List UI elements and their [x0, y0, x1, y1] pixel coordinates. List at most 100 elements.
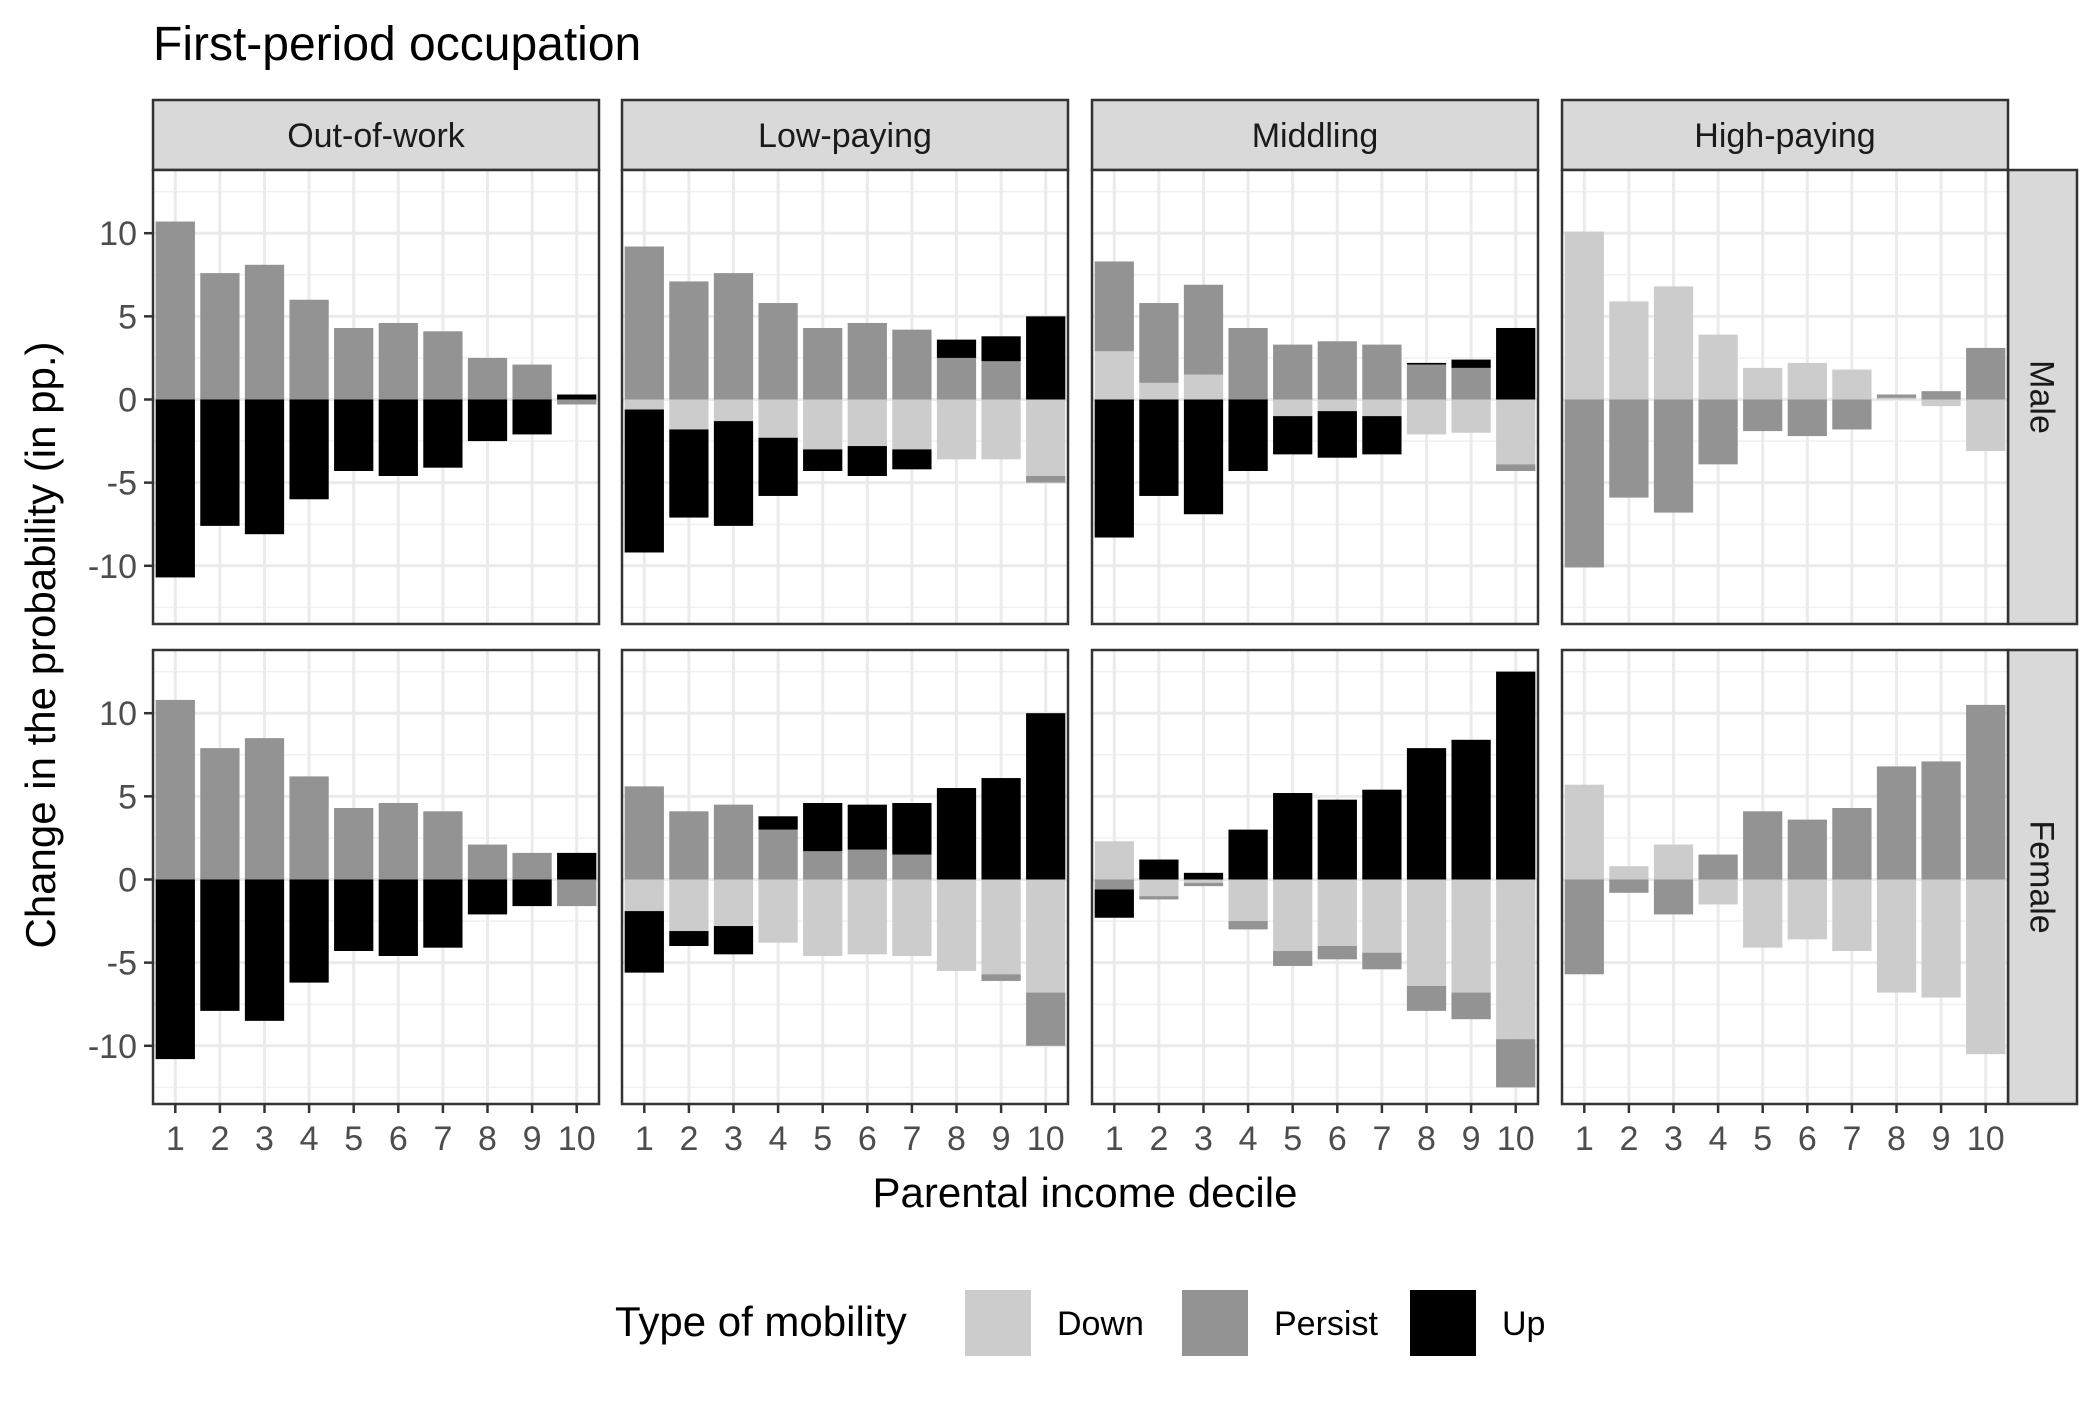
y-tick-label: 0	[118, 381, 137, 419]
y-tick-label: 10	[99, 695, 137, 733]
bar-down-decile-5	[1273, 879, 1313, 952]
bar-down-decile-7	[1832, 879, 1872, 952]
bar-down-decile-2	[669, 399, 709, 430]
facet-strip-bg	[620, 98, 1070, 172]
bar-persist-decile-3	[1653, 399, 1694, 513]
x-tick-label: 10	[1027, 1120, 1065, 1158]
bar-up-decile-9	[1451, 739, 1491, 880]
bar-persist-decile-8	[1406, 364, 1447, 400]
bar-down-decile-1	[1564, 784, 1604, 880]
bar-persist-decile-8	[1876, 766, 1917, 880]
bar-persist-decile-6	[378, 802, 418, 880]
bar-persist-decile-2	[669, 811, 709, 880]
bar-down-decile-10	[1496, 399, 1536, 465]
bar-up-decile-10	[1026, 316, 1066, 400]
bar-up-decile-7	[423, 879, 463, 948]
bar-persist-decile-8	[467, 844, 508, 880]
bar-persist-decile-9	[512, 364, 552, 400]
bar-up-decile-6	[378, 879, 418, 956]
bar-down-decile-1	[1094, 351, 1134, 400]
bar-persist-decile-10	[1966, 347, 2006, 400]
bar-persist-decile-10	[557, 399, 597, 405]
bar-up-decile-6	[847, 446, 887, 476]
x-tick-label: 3	[255, 1120, 274, 1158]
bar-up-decile-3	[713, 926, 754, 955]
bar-persist-decile-9	[1921, 391, 1961, 400]
bar-down-decile-7	[1362, 399, 1402, 417]
panel-border	[1560, 648, 2010, 1106]
bar-persist-decile-5	[334, 807, 374, 880]
facet-strip-label: High-paying	[1694, 117, 1875, 155]
bar-up-decile-10	[1496, 671, 1536, 880]
bar-down-decile-5	[803, 879, 843, 956]
bar-down-decile-10	[1966, 879, 2006, 1055]
bar-persist-decile-1	[1564, 399, 1604, 568]
bar-down-decile-4	[1228, 879, 1268, 922]
bar-up-decile-5	[1273, 793, 1313, 880]
x-tick-label: 4	[1239, 1120, 1258, 1158]
x-tick-label: 5	[1283, 1120, 1302, 1158]
bar-down-decile-5	[1743, 879, 1783, 948]
bars	[1094, 261, 1536, 538]
bar-down-decile-8	[1876, 397, 1917, 400]
bar-persist-decile-2	[669, 281, 709, 400]
bar-up-decile-1	[624, 409, 664, 553]
x-tick-label: 9	[1932, 1120, 1951, 1158]
bar-persist-decile-7	[423, 811, 463, 880]
panel-border	[1090, 648, 1540, 1106]
panel-border	[620, 648, 1070, 1106]
bar-persist-decile-3	[1183, 882, 1224, 887]
bar-persist-decile-7	[1832, 807, 1872, 880]
bar-persist-decile-6	[847, 322, 887, 400]
bar-up-decile-6	[378, 399, 418, 476]
row-strip-bg	[2006, 168, 2079, 626]
bar-persist-decile-9	[1451, 992, 1491, 1020]
bars	[1564, 704, 2006, 1055]
bar-persist-decile-3	[713, 804, 754, 880]
bar-down-decile-10	[1496, 879, 1536, 1040]
bar-down-decile-9	[1451, 879, 1491, 993]
legend-label-persist: Persist	[1274, 1305, 1378, 1343]
x-tick-label: 1	[1575, 1120, 1594, 1158]
x-tick-label: 7	[433, 1120, 452, 1158]
bar-down-decile-8	[936, 879, 977, 971]
bar-persist-decile-9	[512, 852, 552, 880]
bar-down-decile-7	[1362, 879, 1402, 953]
bar-persist-decile-9	[1921, 761, 1961, 880]
chart-title: First-period occupation	[153, 18, 641, 71]
x-tick-label: 10	[1497, 1120, 1535, 1158]
x-tick-label: 8	[1887, 1120, 1906, 1158]
bar-down-decile-2	[669, 879, 709, 932]
bar-down-decile-4	[758, 879, 798, 943]
bar-up-decile-2	[1139, 859, 1179, 880]
legend-item-up: Up	[1410, 1290, 1545, 1356]
bar-up-decile-9	[981, 778, 1021, 880]
bar-persist-decile-5	[334, 327, 374, 400]
bar-persist-decile-7	[1362, 344, 1402, 400]
bar-down-decile-3	[1183, 879, 1224, 883]
bar-up-decile-1	[1094, 399, 1134, 538]
bar-down-decile-8	[936, 399, 977, 460]
x-tick-label: 8	[947, 1120, 966, 1158]
bar-up-decile-1	[1094, 889, 1134, 918]
x-tick-label: 9	[523, 1120, 542, 1158]
bar-down-decile-3	[1183, 374, 1224, 400]
bar-up-decile-2	[669, 931, 709, 947]
bar-up-decile-9	[1451, 359, 1491, 368]
bar-up-decile-5	[1273, 416, 1313, 455]
bar-persist-decile-8	[1406, 985, 1447, 1011]
y-tick-label: -5	[107, 465, 137, 503]
y-tick-label: 5	[118, 778, 137, 816]
bar-down-decile-3	[713, 879, 754, 927]
bar-down-decile-4	[758, 399, 798, 438]
bar-persist-decile-4	[289, 776, 329, 880]
panel-male-middling	[1090, 168, 1540, 626]
bar-up-decile-1	[155, 879, 195, 1060]
y-tick-label: 5	[118, 298, 137, 336]
bar-persist-decile-1	[1564, 879, 1604, 975]
bars	[1564, 231, 2006, 568]
bar-persist-decile-6	[378, 322, 418, 400]
x-tick-label: 2	[679, 1120, 698, 1158]
bar-persist-decile-5	[803, 851, 843, 880]
